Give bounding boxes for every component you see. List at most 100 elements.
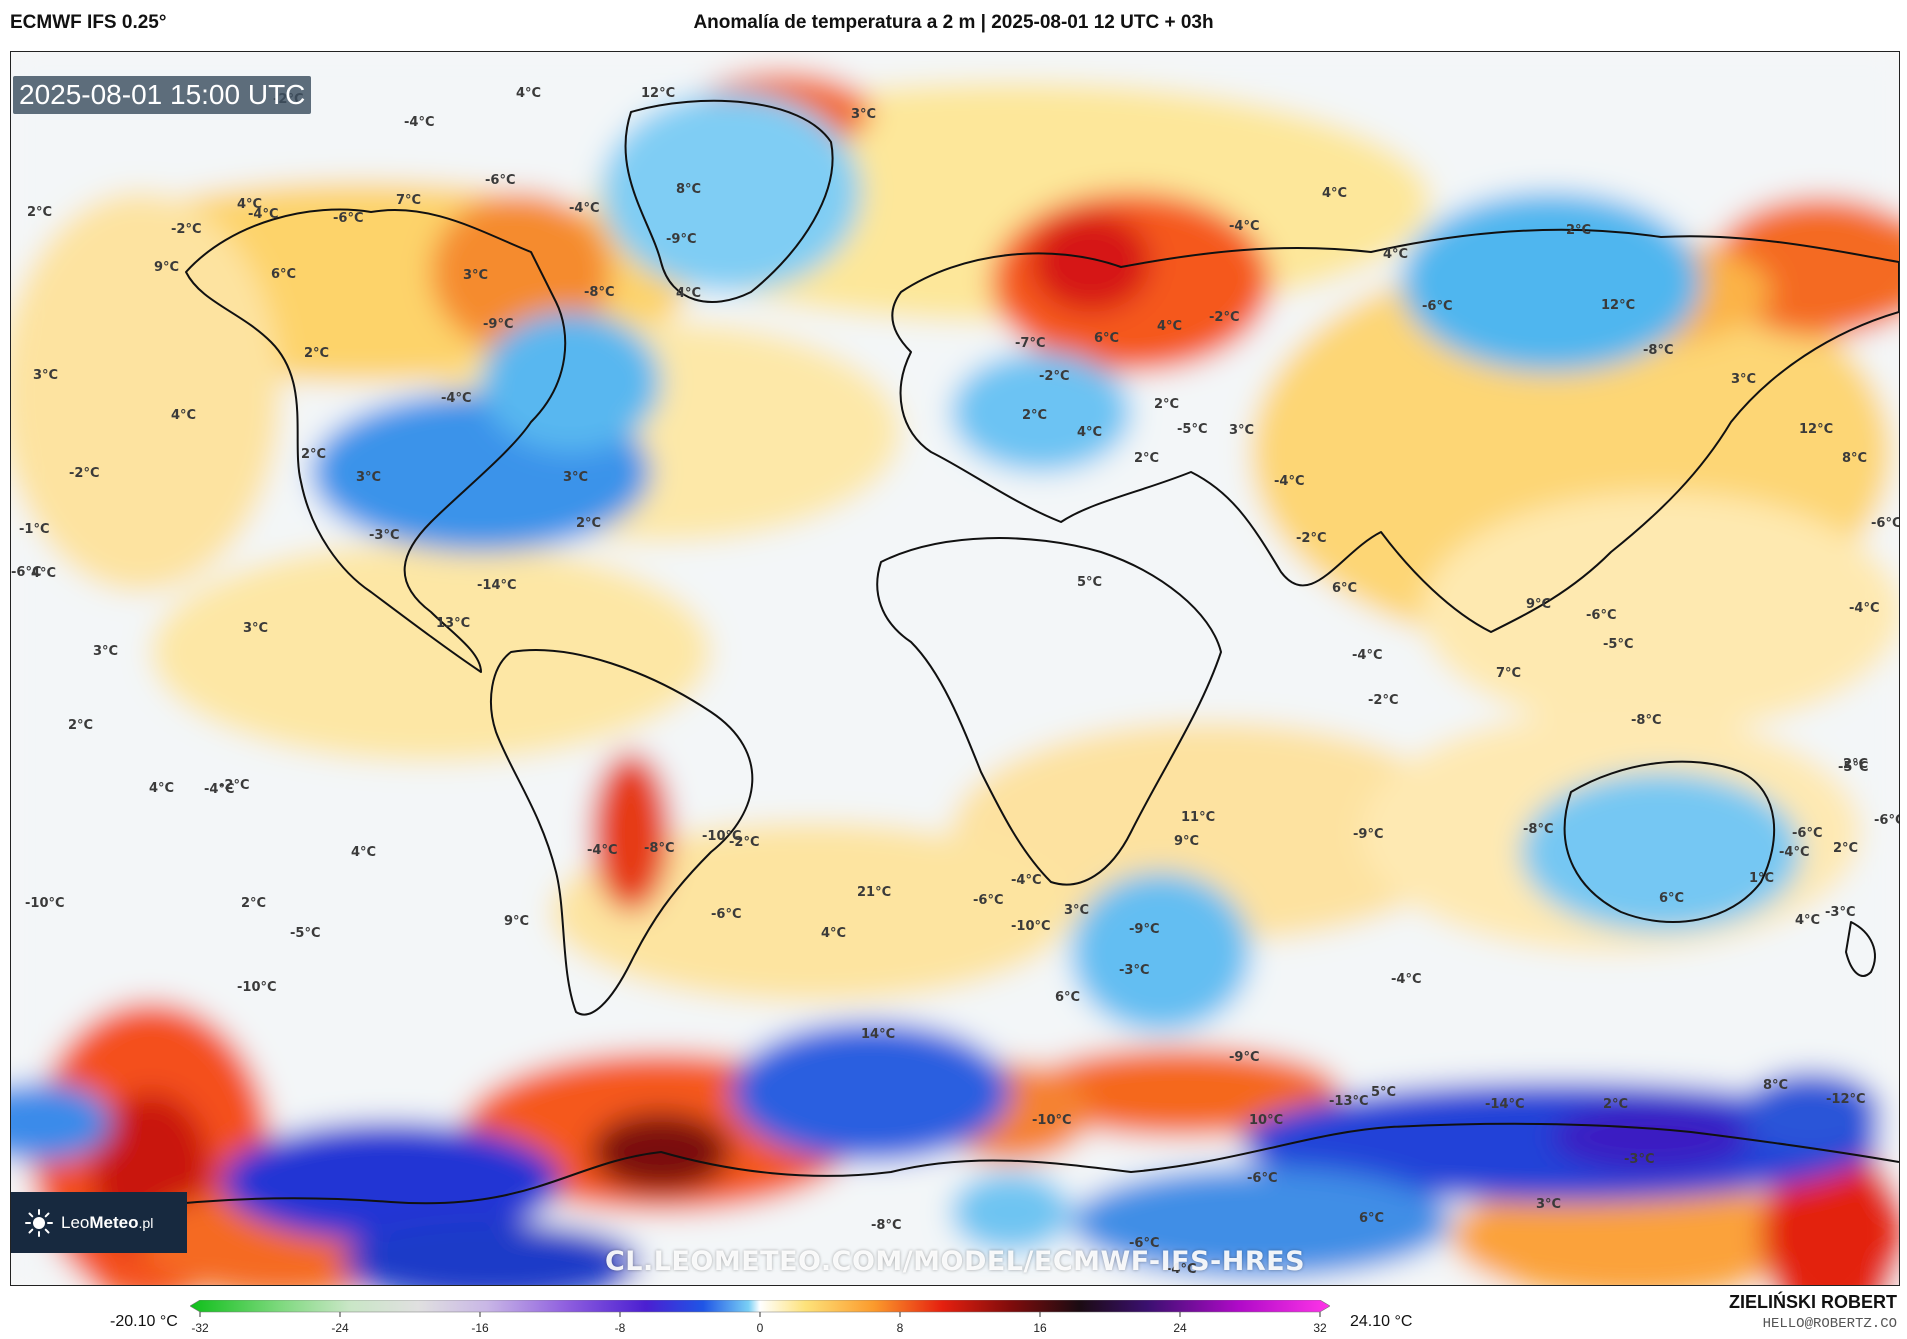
anomaly-label: -9°C — [483, 317, 513, 332]
new-zealand-outline — [1845, 921, 1876, 977]
anomaly-label: -2°C — [1296, 531, 1326, 546]
anomaly-label: -2°C — [1209, 310, 1239, 325]
anomaly-label: -6°C — [711, 907, 741, 922]
anomaly-label: 6°C — [1359, 1211, 1384, 1226]
anomaly-label: 6°C — [271, 267, 296, 282]
anomaly-label: -4°C — [1011, 873, 1041, 888]
north-america-outline — [185, 208, 567, 673]
anomaly-labels: -2°C12°C4°C-4°C-6°C4°C3°C9°C-6°C-4°C7°C8… — [11, 86, 1899, 1277]
anomaly-label: 4°C — [149, 781, 174, 796]
eurasia-outline — [891, 228, 1899, 633]
anomaly-label: 3°C — [463, 268, 488, 283]
logo-wordmark: LeoMeteo.pl — [61, 1212, 154, 1232]
anomaly-label: 12°C — [641, 86, 675, 101]
anomaly-label: 4°C — [1157, 319, 1182, 334]
anomaly-label: -9°C — [666, 232, 696, 247]
anomaly-label: 4°C — [237, 197, 262, 212]
anomaly-label: -1°C — [19, 522, 49, 537]
anomaly-label: -2°C — [171, 222, 201, 237]
anomaly-label: 2°C — [68, 718, 93, 733]
valid-time-badge: 2025-08-01 15:00 UTC — [13, 76, 312, 114]
anomaly-label: 3°C — [356, 470, 381, 485]
anomaly-label: 2°C — [1603, 1097, 1628, 1112]
anomaly-label: 9°C — [1526, 597, 1551, 612]
anomaly-label: 4°C — [1077, 425, 1102, 440]
source-url-watermark: CL.LEOMETEO.COM/MODEL/ECMWF-IFS-HRES — [604, 1246, 1306, 1277]
anomaly-label: -4°C — [1166, 1262, 1196, 1277]
anomaly-label: -8°C — [1523, 822, 1553, 837]
anomaly-label: 3°C — [33, 368, 58, 383]
anomaly-label: -6°C — [485, 173, 515, 188]
anomaly-label: -4°C — [1352, 648, 1382, 663]
anomaly-label: -6°C — [973, 893, 1003, 908]
anomaly-label: 8°C — [1842, 451, 1867, 466]
anomaly-label: 2°C — [1154, 397, 1179, 412]
author-email: HELLO@ROBERTZ.CO — [1762, 1316, 1897, 1332]
anomaly-label: -4°C — [1274, 474, 1304, 489]
colorbar-max-label: 24.10 °C — [1350, 1313, 1413, 1330]
anomaly-label: 11°C — [1181, 810, 1215, 825]
anomaly-label: -3°C — [1624, 1152, 1654, 1167]
coastlines — [11, 99, 1899, 1233]
colorbar-gradient — [190, 1300, 1330, 1313]
anomaly-label: 2°C — [576, 516, 601, 531]
anomaly-label: 12°C — [1799, 422, 1833, 437]
anomaly-label: -8°C — [644, 841, 674, 856]
colorbar-tick-label: -24 — [331, 1321, 349, 1335]
anomaly-label: -2°C — [1039, 369, 1069, 384]
anomaly-label: -9°C — [1353, 827, 1383, 842]
anomaly-label: -6°C — [11, 565, 41, 580]
colorbar-tick-label: 8 — [897, 1321, 904, 1335]
anomaly-label: 14°C — [861, 1027, 895, 1042]
anomaly-label: -6°C — [1586, 608, 1616, 623]
anomaly-label: 2°C — [1843, 757, 1868, 772]
antarctica-outline — [11, 1122, 1899, 1233]
anomaly-label: 7°C — [396, 193, 421, 208]
anomaly-label: -4°C — [1391, 972, 1421, 987]
map-title: Anomalía de temperatura a 2 m | 2025-08-… — [693, 12, 1214, 33]
anomaly-label: -5°C — [1177, 422, 1207, 437]
australia-outline — [1563, 760, 1776, 923]
anomaly-label: -12°C — [1826, 1092, 1866, 1107]
colorbar: -32 -24 -16 -8 0 8 16 24 32 — [190, 1300, 1330, 1335]
anomaly-label: -10°C — [1032, 1113, 1072, 1128]
anomaly-label: 13°C — [436, 616, 470, 631]
anomaly-label: 9°C — [504, 914, 529, 929]
anomaly-label: 8°C — [1763, 1078, 1788, 1093]
anomaly-label: 4°C — [31, 566, 56, 581]
anomaly-label: -5°C — [290, 926, 320, 941]
anomaly-label: -4°C — [1779, 845, 1809, 860]
sun-icon — [25, 1208, 53, 1237]
anomaly-label: -6°C — [1874, 813, 1899, 828]
colorbar-tick-label: 16 — [1033, 1321, 1047, 1335]
anomaly-label: -6°C — [1129, 1236, 1159, 1251]
anomaly-label: 8°C — [676, 182, 701, 197]
colorbar-tick-label: -32 — [191, 1321, 209, 1335]
anomaly-label: 4°C — [1383, 247, 1408, 262]
anomaly-label: 3°C — [1064, 903, 1089, 918]
colorbar-min-label: -20.10 °C — [110, 1313, 178, 1330]
anomaly-label: 2°C — [1134, 451, 1159, 466]
anomaly-label: 2°C — [27, 205, 52, 220]
anomaly-label: 3°C — [1229, 423, 1254, 438]
anomaly-label: 10°C — [1249, 1113, 1283, 1128]
anomaly-label: -7°C — [1015, 336, 1045, 351]
anomaly-label: 9°C — [154, 260, 179, 275]
anomaly-label: -6°C — [333, 211, 363, 226]
anomaly-label: 3°C — [1536, 1197, 1561, 1212]
anomaly-label: -4°C — [1229, 219, 1259, 234]
anomaly-label: -14°C — [1485, 1097, 1525, 1112]
anomaly-label: 4°C — [1322, 186, 1347, 201]
anomaly-label: -13°C — [1329, 1094, 1369, 1109]
anomaly-label: -2°C — [219, 778, 249, 793]
anomaly-label: 6°C — [1659, 891, 1684, 906]
anomaly-label: -2°C — [69, 466, 99, 481]
anomaly-label: -10°C — [1011, 919, 1051, 934]
anomaly-label: -4°C — [204, 782, 234, 797]
anomaly-label: 4°C — [821, 926, 846, 941]
anomaly-label: -3°C — [1119, 963, 1149, 978]
anomaly-label: 7°C — [1496, 666, 1521, 681]
anomaly-label: 4°C — [676, 286, 701, 301]
colorbar-ticks: -32 -24 -16 -8 0 8 16 24 32 — [191, 1312, 1327, 1335]
anomaly-label: -8°C — [584, 285, 614, 300]
